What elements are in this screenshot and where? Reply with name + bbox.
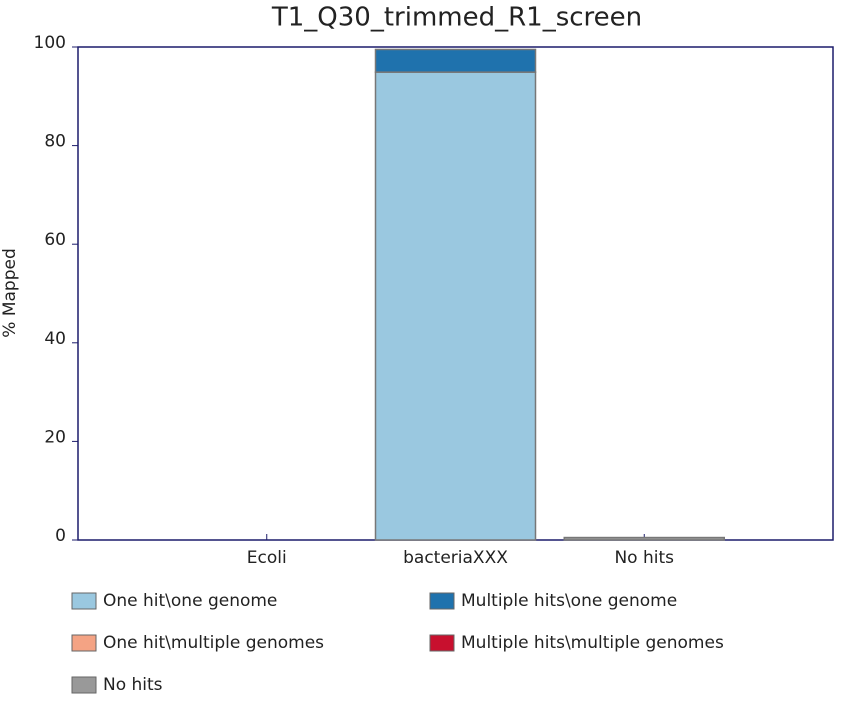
- x-tick-label: No hits: [614, 548, 674, 568]
- y-tick-label: 20: [44, 427, 66, 447]
- y-tick-label: 40: [44, 329, 66, 349]
- y-tick-label: 0: [55, 526, 66, 546]
- bar-segment: [374, 48, 537, 73]
- bar-segment: [563, 536, 725, 541]
- legend-swatch: [429, 634, 455, 652]
- legend-label: Multiple hits\one genome: [461, 591, 677, 611]
- legend-swatch: [71, 634, 97, 652]
- legend-label: One hit\one genome: [103, 591, 277, 611]
- y-tick-label: 60: [44, 230, 66, 250]
- legend-swatch: [71, 592, 97, 610]
- legend-label: Multiple hits\multiple genomes: [461, 633, 724, 653]
- bar-segment: [374, 71, 537, 541]
- y-tick-label: 100: [34, 33, 66, 53]
- x-tick-label: Ecoli: [247, 548, 287, 568]
- legend-label: One hit\multiple genomes: [103, 633, 324, 653]
- legend-label: No hits: [103, 675, 163, 695]
- y-axis-label: % Mapped: [0, 248, 20, 337]
- y-tick-label: 80: [44, 132, 66, 152]
- chart-title: T1_Q30_trimmed_R1_screen: [271, 3, 642, 33]
- legend-swatch: [71, 676, 97, 694]
- x-tick-label: bacteriaXXX: [403, 548, 508, 568]
- legend-swatch: [429, 592, 455, 610]
